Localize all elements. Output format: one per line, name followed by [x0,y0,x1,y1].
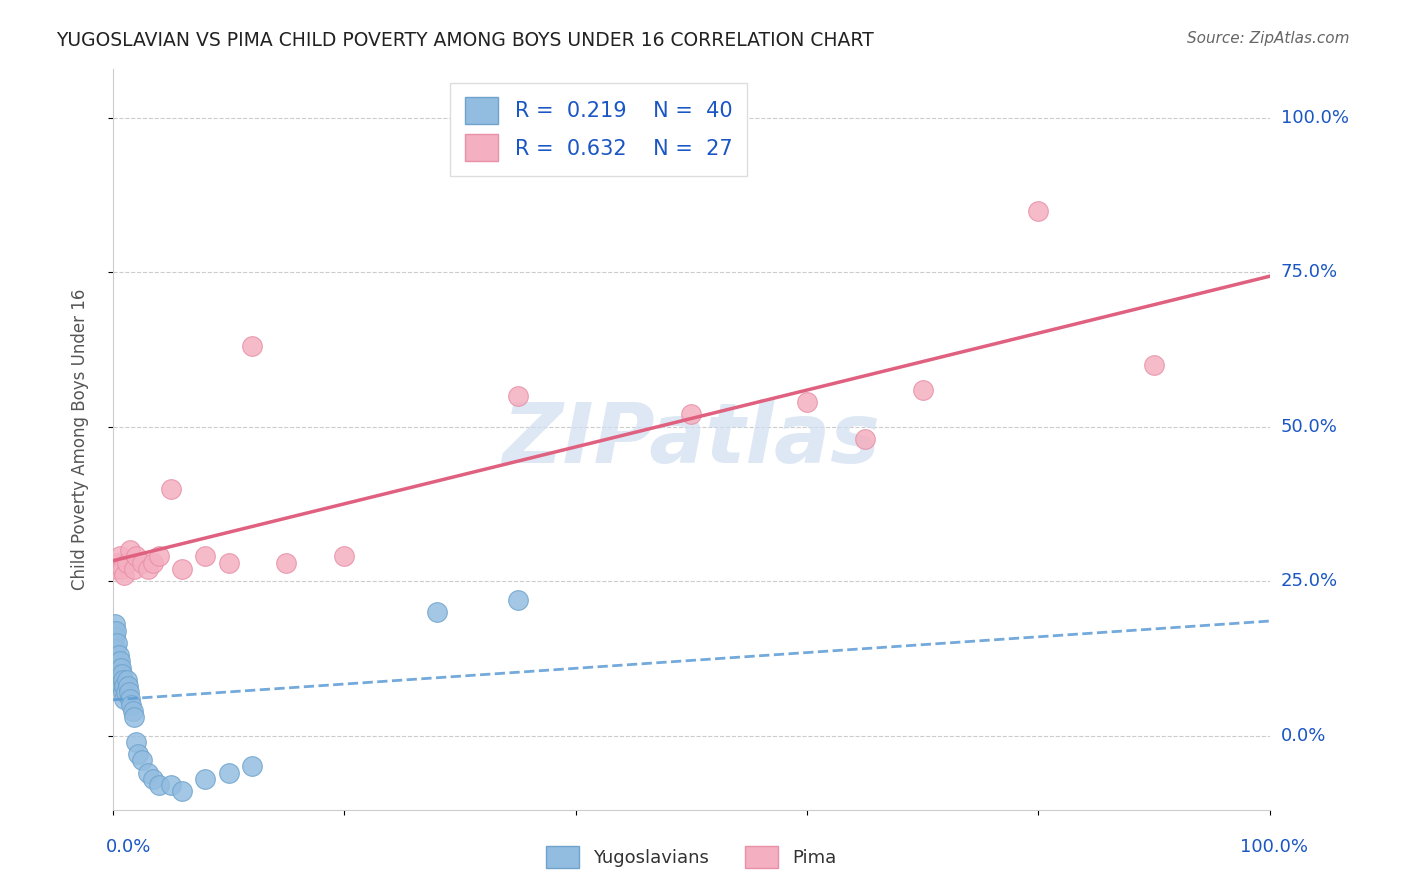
Point [136,765,159,780]
Point [136,562,159,576]
Point [333,549,356,564]
Point [131,556,153,570]
Point [159,778,181,792]
Point [112,691,135,706]
Point [117,679,139,693]
Point [159,482,181,496]
Point [104,617,127,632]
Point [111,562,134,576]
Point [107,648,129,663]
Point [112,673,135,687]
Point [105,642,128,657]
Point [108,549,131,564]
Point [125,549,148,564]
Point [853,432,876,446]
Point [110,673,132,687]
Point [111,666,134,681]
Point [108,655,131,669]
Point [426,605,449,619]
Point [120,698,142,712]
Text: 100.0%: 100.0% [1281,109,1348,127]
Point [681,408,703,422]
Point [112,679,135,693]
Point [121,704,143,718]
Point [125,735,148,749]
Point [122,562,145,576]
Legend: R =  0.219    N =  40, R =  0.632    N =  27: R = 0.219 N = 40, R = 0.632 N = 27 [450,83,747,176]
Point [127,747,149,761]
Point [194,772,217,786]
Text: 0.0%: 0.0% [105,838,150,855]
Point [104,630,127,644]
Point [1028,203,1050,218]
Point [120,543,142,558]
Point [120,691,142,706]
Point [240,759,263,773]
Text: 50.0%: 50.0% [1281,417,1337,436]
Point [796,395,818,409]
Point [506,389,529,403]
Text: 0.0%: 0.0% [1281,727,1326,745]
Point [107,636,129,650]
Point [148,778,170,792]
Point [276,556,298,570]
Point [148,549,170,564]
Point [107,660,129,674]
Point [111,679,134,693]
Point [240,339,263,353]
Point [110,660,132,674]
Point [115,673,138,687]
Point [172,784,194,798]
Text: 25.0%: 25.0% [1281,572,1339,591]
Point [911,383,934,397]
Point [172,562,194,576]
Point [218,556,240,570]
Point [107,655,129,669]
Y-axis label: Child Poverty Among Boys Under 16: Child Poverty Among Boys Under 16 [72,288,89,590]
Point [108,666,131,681]
Point [194,549,217,564]
Point [1143,358,1166,372]
Point [122,710,145,724]
Point [105,562,128,576]
Point [115,556,138,570]
Point [103,624,125,638]
Text: Source: ZipAtlas.com: Source: ZipAtlas.com [1187,31,1350,46]
Point [105,624,128,638]
Point [107,556,129,570]
Text: 75.0%: 75.0% [1281,263,1339,281]
Point [114,685,136,699]
Point [112,568,135,582]
Text: ZIPatlas: ZIPatlas [502,399,880,480]
Text: YUGOSLAVIAN VS PIMA CHILD POVERTY AMONG BOYS UNDER 16 CORRELATION CHART: YUGOSLAVIAN VS PIMA CHILD POVERTY AMONG … [56,31,875,50]
Point [506,592,529,607]
Point [218,765,240,780]
Point [131,753,153,767]
Point [142,772,165,786]
Point [112,685,135,699]
Text: 100.0%: 100.0% [1240,838,1308,855]
Point [118,685,141,699]
Point [142,556,165,570]
